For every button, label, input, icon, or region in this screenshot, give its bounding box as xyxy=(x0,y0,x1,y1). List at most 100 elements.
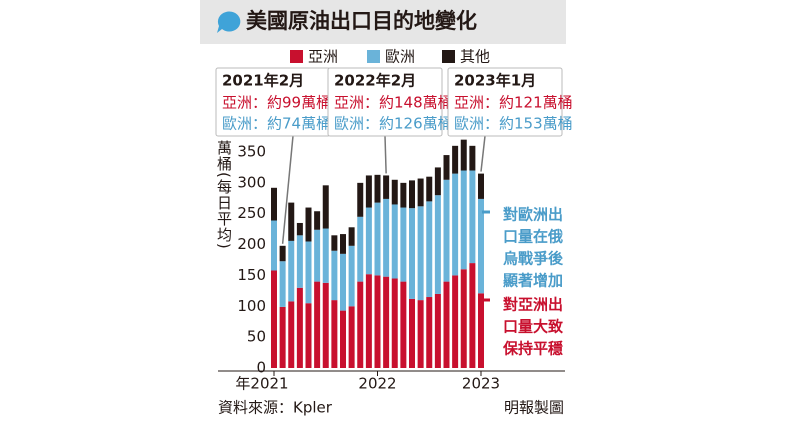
bar-segment xyxy=(314,281,321,368)
bar-segment xyxy=(340,310,346,368)
bar-segment xyxy=(391,278,398,368)
bar-segment xyxy=(400,281,407,368)
bar-segment xyxy=(426,176,433,202)
bar-segment xyxy=(279,261,286,307)
source: 資料來源：Kpler xyxy=(218,399,333,417)
bar-segment xyxy=(417,300,424,368)
callout-pointer xyxy=(384,135,387,174)
legend-swatch xyxy=(367,50,380,63)
bar-segment xyxy=(348,227,355,246)
bar-segment xyxy=(374,202,381,276)
x-tick-label: 2023 xyxy=(462,375,500,393)
annotation-line: 口量在俄 xyxy=(503,228,563,246)
bar-segment xyxy=(417,178,424,207)
callout-pointer xyxy=(281,135,294,244)
legend-label: 亞洲 xyxy=(308,48,338,66)
bar-segment xyxy=(426,201,433,298)
bar-segment xyxy=(434,167,441,196)
bar-segment xyxy=(288,202,295,241)
bar-segment xyxy=(452,145,459,174)
bar-segment xyxy=(340,234,346,254)
bar-segment xyxy=(271,187,277,221)
callout-line: 亞洲：約99萬桶 xyxy=(222,94,331,112)
y-tick-label: 350 xyxy=(237,143,266,161)
bar-segment xyxy=(357,182,364,217)
bar-segment xyxy=(409,208,415,299)
bar-segment xyxy=(443,155,450,180)
legend-swatch xyxy=(442,50,455,63)
bar-segment xyxy=(460,170,467,270)
bar-segment xyxy=(443,281,450,368)
bar-segment xyxy=(296,222,303,236)
callout-title: 2021年2月 xyxy=(222,72,304,90)
callout-title: 2022年2月 xyxy=(334,72,416,90)
bar-segment xyxy=(383,198,390,277)
y-tick-label: 200 xyxy=(237,235,266,253)
bar-segment xyxy=(383,276,390,368)
bar-segment xyxy=(340,253,346,311)
bar-segment xyxy=(305,241,312,304)
bar-segment xyxy=(331,250,338,301)
callout-box xyxy=(447,67,563,137)
bar-segment xyxy=(331,235,338,251)
bar-segment xyxy=(478,293,484,368)
annotation-line: 口量大致 xyxy=(503,318,564,336)
bar-segment xyxy=(391,204,398,279)
credit: 明報製圖 xyxy=(504,399,564,417)
callout-line: 歐洲：約126萬桶 xyxy=(334,115,453,133)
bar-segment xyxy=(322,228,329,283)
legend-label: 歐洲 xyxy=(385,48,415,66)
bar-segment xyxy=(279,245,286,262)
bar-segment xyxy=(296,235,303,288)
bar-segment xyxy=(374,275,381,368)
bar-segment xyxy=(305,207,312,242)
annotation-line: 對歐洲出 xyxy=(503,206,563,224)
y-tick-label: 150 xyxy=(237,266,266,284)
callout-line: 亞洲：約148萬桶 xyxy=(334,94,453,112)
bar-segment xyxy=(288,240,295,302)
bar-segment xyxy=(374,174,381,203)
y-axis-label: 萬桶(每日平均) xyxy=(215,140,233,250)
bar-segment xyxy=(409,180,415,209)
bar-segment xyxy=(331,300,338,368)
bar-segment xyxy=(391,179,398,205)
annotation-line: 保持平穩 xyxy=(502,340,563,358)
callout-line: 歐洲：約153萬桶 xyxy=(454,115,573,133)
bar-segment xyxy=(460,269,467,368)
bar-segment xyxy=(400,182,407,208)
x-tick-label: 2022 xyxy=(358,375,396,393)
bar-segment xyxy=(443,179,450,282)
bar-segment xyxy=(365,207,372,275)
bar-segment xyxy=(357,216,364,282)
x-tick-label: 年2021 xyxy=(235,375,288,393)
title-bar xyxy=(200,0,566,44)
bar-segment xyxy=(426,297,433,368)
annotation-line: 顯著增加 xyxy=(503,272,563,290)
bar-segment xyxy=(434,195,441,294)
bar-segment xyxy=(469,263,476,368)
bar-segment xyxy=(348,306,355,368)
bar-segment xyxy=(279,306,286,368)
bar-segment xyxy=(357,281,364,368)
legend-label: 其他 xyxy=(460,48,490,66)
bar-segment xyxy=(348,245,355,307)
bar-segment xyxy=(288,301,295,368)
y-tick-label: 50 xyxy=(247,328,266,346)
annotation-line: 烏戰爭後 xyxy=(503,250,564,268)
bar-segment xyxy=(271,220,277,271)
bar-segment xyxy=(400,207,407,282)
bar-segment xyxy=(383,175,390,199)
bar-segment xyxy=(322,282,329,368)
bar-segment xyxy=(314,229,321,282)
bar-segment xyxy=(434,293,441,368)
callout-line: 歐洲：約74萬桶 xyxy=(222,115,331,133)
annotation-line: 對亞洲出 xyxy=(503,296,563,314)
bar-segment xyxy=(469,145,476,171)
y-tick-label: 250 xyxy=(237,204,266,222)
bar-segment xyxy=(478,198,484,294)
chart-title: 美國原油出口目的地變化 xyxy=(246,9,477,33)
callout-title: 2023年1月 xyxy=(454,72,536,90)
title-icon xyxy=(217,11,241,33)
